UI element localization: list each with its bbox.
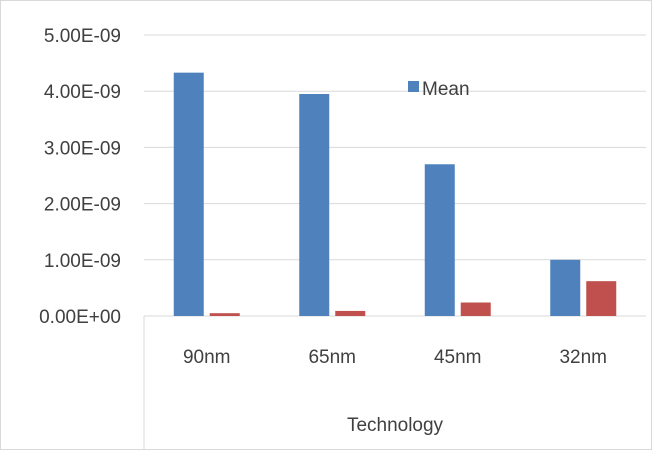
x-category-label: 90nm [183,347,231,368]
bar-mean-45nm [424,164,455,316]
y-tick-label: 0.00E+00 [39,307,121,328]
y-tick-label: 2.00E-09 [44,195,121,216]
x-category-label: 45nm [434,347,482,368]
legend-label: Mean [422,79,470,100]
bar-series2-32nm [586,281,617,316]
x-axis-title: Technology [347,415,444,436]
y-tick-label: 4.00E-09 [44,82,121,103]
legend-swatch [408,81,419,92]
bar-mean-32nm [550,259,581,316]
bar-series2-65nm [335,310,366,316]
y-tick-label: 1.00E-09 [44,251,121,272]
y-tick-label: 3.00E-09 [44,138,121,159]
bar-series2-45nm [460,302,491,316]
x-category-label: 65nm [308,347,356,368]
bar-mean-90nm [173,72,204,317]
bar-mean-65nm [299,94,330,316]
x-category-label: 32nm [559,347,607,368]
bar-series2-90nm [209,313,240,316]
y-tick-label: 5.00E-09 [44,26,121,47]
